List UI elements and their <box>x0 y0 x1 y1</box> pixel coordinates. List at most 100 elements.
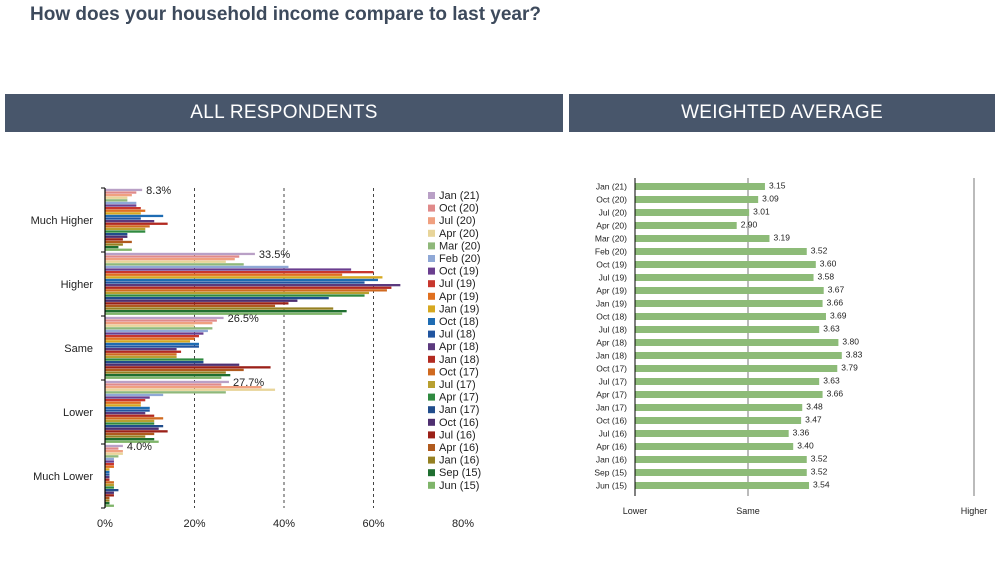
bar <box>105 444 123 448</box>
category-label: Same <box>64 343 93 355</box>
legend-label: Oct (16) <box>439 417 479 429</box>
average-bar <box>635 183 765 190</box>
bar <box>105 312 343 315</box>
bar <box>105 238 123 241</box>
bar <box>105 322 213 325</box>
average-value-label: 3.47 <box>805 415 822 425</box>
bar <box>105 366 271 369</box>
period-label: Apr (16) <box>596 442 627 452</box>
bar <box>105 199 128 202</box>
average-bar <box>635 209 750 216</box>
bar <box>105 483 114 487</box>
period-label: Oct (20) <box>596 195 627 205</box>
category-label: Higher <box>61 279 94 291</box>
bar <box>105 414 155 417</box>
average-value-label: 3.80 <box>842 337 859 347</box>
bar <box>105 327 213 330</box>
x-tick-label: 40% <box>273 518 295 530</box>
bar <box>105 310 347 313</box>
average-bar <box>635 287 824 294</box>
average-bar <box>635 196 759 203</box>
average-value-label: 3.58 <box>818 272 835 282</box>
bar <box>105 473 110 476</box>
bar <box>105 404 141 407</box>
average-value-label: 3.67 <box>828 285 845 295</box>
legend-swatch <box>428 456 435 464</box>
legend-swatch <box>428 292 435 300</box>
average-value-label: 2.90 <box>741 220 758 230</box>
bar <box>105 406 150 410</box>
period-label: Jan (16) <box>596 455 627 465</box>
x-axis-label: Lower <box>623 506 648 516</box>
bar <box>105 246 119 249</box>
bar <box>105 470 110 474</box>
x-axis-label: Same <box>736 506 760 516</box>
bar <box>105 212 141 215</box>
legend-label: Oct (19) <box>439 266 479 278</box>
legend-label: Feb (20) <box>439 253 481 265</box>
bar <box>105 440 159 443</box>
average-bar <box>635 404 803 411</box>
average-value-label: 3.15 <box>769 181 786 191</box>
bar <box>105 391 226 394</box>
bar <box>105 284 401 287</box>
x-axis-label: Higher <box>961 506 988 516</box>
legend-swatch <box>428 469 435 477</box>
period-label: Apr (20) <box>596 221 627 231</box>
legend-label: Jul (20) <box>439 215 476 227</box>
data-label: 8.3% <box>146 185 171 197</box>
bar <box>105 388 276 391</box>
average-value-label: 3.19 <box>773 233 790 243</box>
average-bar <box>635 443 794 450</box>
average-bar <box>635 300 823 307</box>
legend-label: Jan (21) <box>439 190 479 202</box>
bar <box>105 409 150 412</box>
average-value-label: 3.66 <box>827 298 844 308</box>
bar <box>105 307 334 310</box>
period-label: Jul (16) <box>599 429 628 439</box>
x-tick-label: 0% <box>97 518 113 530</box>
average-bar <box>635 222 737 229</box>
bar <box>105 376 222 379</box>
bar <box>105 361 204 364</box>
legend-label: Mar (20) <box>439 240 481 252</box>
x-tick-label: 60% <box>362 518 384 530</box>
bar <box>105 227 146 231</box>
legend-swatch <box>428 318 435 325</box>
legend-swatch <box>428 418 435 426</box>
average-value-label: 3.40 <box>797 441 814 451</box>
legend-label: Jul (18) <box>439 329 476 341</box>
bar <box>105 217 141 220</box>
legend-label: Jun (15) <box>439 480 479 492</box>
bar <box>105 491 114 494</box>
bar <box>105 209 146 212</box>
average-value-label: 3.52 <box>811 246 828 256</box>
average-bar <box>635 274 814 281</box>
bar <box>105 502 110 505</box>
bar <box>105 486 114 489</box>
legend-swatch <box>428 444 435 451</box>
category-label: Much Higher <box>31 215 94 227</box>
bar <box>105 504 114 507</box>
legend-swatch <box>428 431 435 439</box>
data-label: 4.0% <box>127 441 152 453</box>
legend-label: Oct (20) <box>439 203 479 215</box>
bar <box>105 374 231 377</box>
period-label: Jun (15) <box>596 481 627 491</box>
period-label: Jan (19) <box>596 299 627 309</box>
period-label: Oct (17) <box>596 364 627 374</box>
average-value-label: 3.63 <box>823 376 840 386</box>
average-bar <box>635 313 826 320</box>
bar <box>105 496 110 500</box>
bar <box>105 425 164 428</box>
average-bar <box>635 339 839 346</box>
bar <box>105 240 132 244</box>
bar <box>105 335 199 338</box>
bar <box>105 353 177 356</box>
bar <box>105 268 352 271</box>
bar <box>105 204 137 207</box>
legend-swatch <box>428 481 435 489</box>
category-label: Much Lower <box>33 471 93 483</box>
average-value-label: 3.36 <box>793 428 810 438</box>
legend-label: Jan (17) <box>439 404 479 416</box>
